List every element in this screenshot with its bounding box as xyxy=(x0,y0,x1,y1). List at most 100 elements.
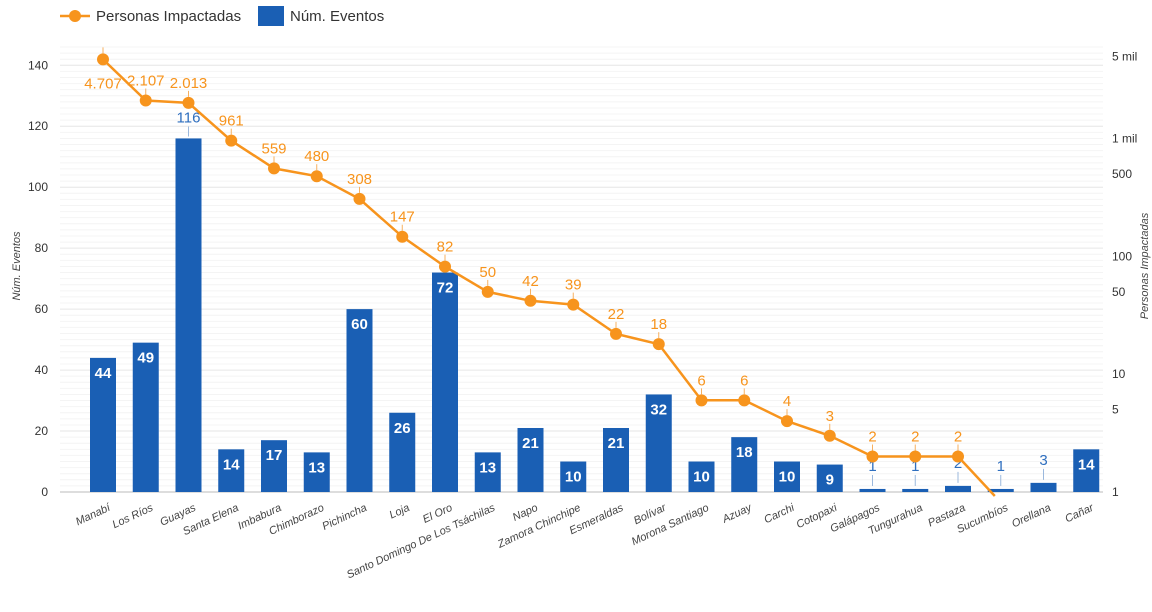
left-tick-label: 80 xyxy=(35,241,49,255)
line-point[interactable] xyxy=(182,96,195,109)
bar[interactable] xyxy=(902,488,929,492)
bar-value-label: 13 xyxy=(308,459,325,476)
line-point[interactable] xyxy=(439,260,451,273)
legend-dot-swatch xyxy=(69,10,81,22)
category-label: Orellana xyxy=(1010,502,1053,530)
bar[interactable] xyxy=(1073,449,1100,492)
line-point[interactable] xyxy=(909,450,922,463)
bar-value-label: 1 xyxy=(868,458,876,475)
bar-value-label: 9 xyxy=(826,472,834,489)
line-value-label: 22 xyxy=(608,306,625,323)
bar[interactable] xyxy=(859,488,886,492)
bar[interactable] xyxy=(303,452,330,492)
bar-value-label: 116 xyxy=(177,109,201,126)
bar[interactable] xyxy=(517,427,544,492)
line-value-label: 18 xyxy=(650,316,667,333)
bar[interactable] xyxy=(945,485,971,492)
left-tick-label: 120 xyxy=(28,119,48,133)
line-point[interactable] xyxy=(481,285,494,298)
bar-value-label: 72 xyxy=(437,280,454,297)
line-point[interactable] xyxy=(353,192,366,205)
bar-value-label: 10 xyxy=(693,469,710,486)
left-tick-label: 60 xyxy=(35,302,49,316)
line-point[interactable] xyxy=(738,394,751,407)
legend-item-num-eventos[interactable]: Núm. Eventos xyxy=(258,6,384,26)
bar-value-label: 26 xyxy=(394,420,411,437)
right-tick-label: 500 xyxy=(1112,167,1132,181)
bar[interactable] xyxy=(389,412,416,492)
left-tick-label: 0 xyxy=(41,485,48,499)
bar[interactable] xyxy=(774,461,800,492)
bar[interactable] xyxy=(1030,482,1057,492)
line-value-label: 2 xyxy=(954,429,962,446)
bar[interactable] xyxy=(132,342,159,492)
line-point[interactable] xyxy=(610,327,622,340)
line-point[interactable] xyxy=(952,450,964,463)
bar-value-label: 1 xyxy=(911,458,919,475)
bar[interactable] xyxy=(261,440,287,492)
gridlines xyxy=(60,46,1103,493)
bar[interactable] xyxy=(645,394,672,492)
line-value-label: 961 xyxy=(219,113,244,130)
line-value-label: 4 xyxy=(783,393,791,410)
line-value-label: 82 xyxy=(437,239,454,256)
category-label: Los Ríos xyxy=(111,502,156,531)
line-point[interactable] xyxy=(396,230,409,243)
line-point[interactable] xyxy=(823,429,836,442)
line-value-label: 4.707 xyxy=(84,75,122,92)
line-value-label: 3 xyxy=(826,408,834,425)
left-tick-label: 40 xyxy=(35,363,49,377)
line-point[interactable] xyxy=(524,294,537,307)
bar[interactable] xyxy=(987,488,1014,492)
bar-value-label: 21 xyxy=(608,435,625,452)
line-point[interactable] xyxy=(652,338,665,351)
line-point[interactable] xyxy=(695,394,708,407)
left-tick-label: 20 xyxy=(35,424,49,438)
bar[interactable] xyxy=(731,437,758,492)
line-point[interactable] xyxy=(781,415,793,428)
line-value-label: 6 xyxy=(740,372,748,389)
bar[interactable] xyxy=(218,449,245,492)
right-tick-label: 1 mil xyxy=(1112,132,1137,146)
right-tick-label: 5 xyxy=(1112,403,1119,417)
bar-value-label: 49 xyxy=(137,350,154,367)
bar[interactable] xyxy=(175,138,202,492)
line-point[interactable] xyxy=(268,162,280,175)
bar[interactable] xyxy=(816,464,843,492)
bar[interactable] xyxy=(432,272,458,492)
category-label: Santo Domingo De Los Tsáchilas xyxy=(345,502,498,582)
right-tick-label: 10 xyxy=(1112,367,1126,381)
line-point[interactable] xyxy=(310,170,323,183)
line-point[interactable] xyxy=(139,94,152,107)
line-value-label: 2.013 xyxy=(170,75,208,92)
line-value-label: 147 xyxy=(390,209,415,226)
line-value-label: 308 xyxy=(347,171,372,188)
personas-line-path xyxy=(102,58,996,497)
bar[interactable] xyxy=(688,461,715,492)
bar-value-label: 3 xyxy=(1039,452,1047,469)
right-tick-label: 100 xyxy=(1112,249,1132,263)
category-label: Morona Santiago xyxy=(630,502,711,548)
line-value-label: 6 xyxy=(697,372,705,389)
line-point[interactable] xyxy=(97,53,109,66)
line-value-label: 2 xyxy=(911,429,919,446)
bar[interactable] xyxy=(346,309,373,492)
category-label: Manabí xyxy=(74,501,113,528)
line-value-label: 480 xyxy=(304,148,329,165)
bar[interactable] xyxy=(603,427,629,492)
line-value-label: 50 xyxy=(479,264,496,281)
right-axis-title: Personas Impactadas xyxy=(1139,212,1151,319)
line-point[interactable] xyxy=(225,134,238,147)
bar[interactable] xyxy=(474,452,501,492)
legend-item-personas-impactadas[interactable]: Personas Impactadas xyxy=(60,8,241,25)
category-label: Pichincha xyxy=(320,502,368,533)
line-value-label: 39 xyxy=(565,277,582,294)
bar[interactable] xyxy=(560,461,587,492)
bar[interactable] xyxy=(90,357,116,492)
line-point[interactable] xyxy=(866,450,879,463)
line-point[interactable] xyxy=(567,298,580,311)
line-value-label: 42 xyxy=(522,273,539,290)
